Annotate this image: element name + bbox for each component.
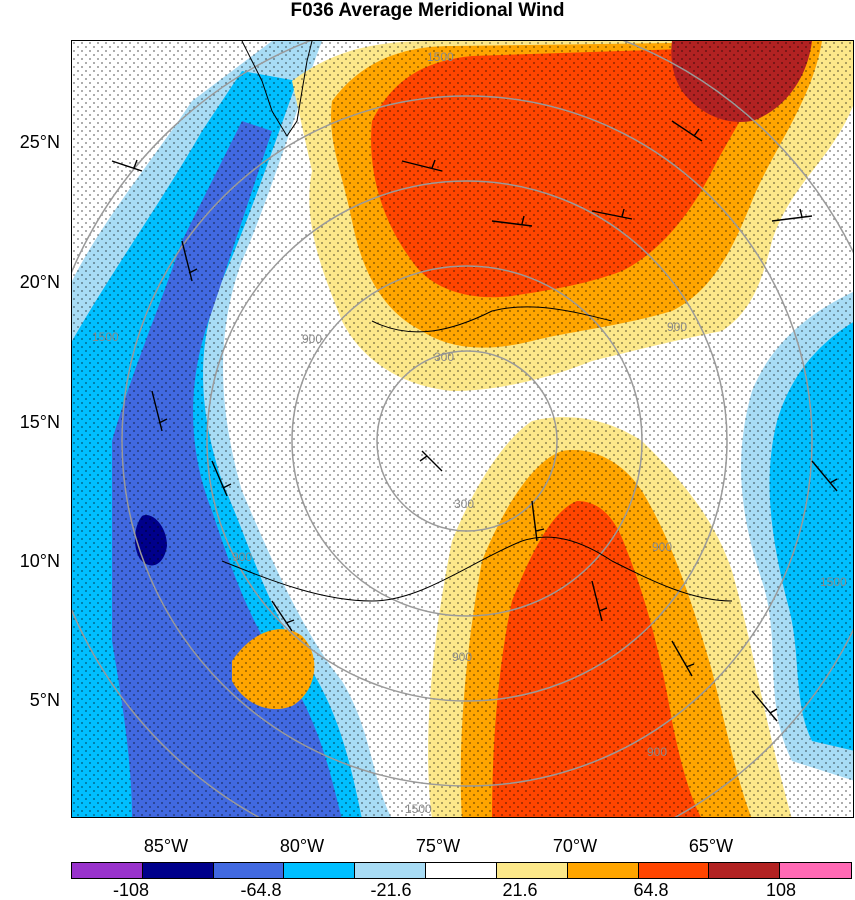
wind-barbs: [111, 120, 838, 722]
cuba-coast: [371, 306, 613, 333]
lat-label-5n: 5°N: [29, 690, 60, 710]
colorbar-swatch: [496, 863, 568, 878]
range-ring-900: [206, 180, 728, 702]
lat-label-25n: 25°N: [19, 132, 60, 152]
lon-label-85w: 85°W: [143, 836, 189, 856]
contour-label: 900: [232, 550, 252, 564]
colorbar-label: -108: [112, 880, 150, 900]
wind-barb: [181, 240, 198, 282]
wind-barb: [771, 208, 813, 222]
wind-barb: [591, 580, 608, 622]
range-rings: [72, 41, 853, 817]
contour-label: 900: [667, 320, 687, 334]
lon-label-75w: 75°W: [415, 836, 461, 856]
colorbar-swatch: [284, 863, 356, 878]
coastlines: [221, 41, 733, 602]
colorbar: [71, 862, 852, 879]
contour-label: 900: [647, 745, 667, 759]
wind-barb: [271, 600, 295, 632]
wind-barb: [151, 390, 168, 432]
lat-label-10n: 10°N: [19, 551, 60, 571]
colorbar-label: -64.8: [240, 880, 282, 900]
lat-label-20n: 20°N: [19, 272, 60, 292]
colorbar-label: 108: [765, 880, 797, 900]
colorbar-swatch: [780, 863, 851, 878]
contour-label: 1500: [405, 802, 432, 816]
lon-label-70w: 70°W: [552, 836, 598, 856]
contour-label: 300: [454, 497, 474, 511]
colorbar-label: 64.8: [633, 880, 669, 900]
florida-coast: [241, 41, 313, 137]
contour-label: 900: [302, 332, 322, 346]
wind-barb: [419, 450, 443, 472]
wind-barb: [531, 500, 545, 542]
wind-barb: [751, 690, 778, 722]
contour-label-group: 1500 900 300 300 900 900 1500 900 900 15…: [92, 50, 847, 816]
colorbar-swatch: [567, 863, 639, 878]
wind-barb: [111, 159, 143, 172]
contour-label: 900: [652, 540, 672, 554]
wind-field-map: 1500 900 300 300 900 900 1500 900 900 15…: [72, 41, 853, 817]
colorbar-swatch: [638, 863, 710, 878]
contour-label: 900: [452, 650, 472, 664]
central-america-coast: [221, 536, 733, 602]
contour-label: 1500: [427, 50, 454, 64]
colorbar-swatch: [355, 863, 427, 878]
colorbar-swatch: [142, 863, 214, 878]
wind-barb: [211, 460, 232, 497]
colorbar-swatch: [709, 863, 781, 878]
contour-label: 1500: [92, 330, 119, 344]
colorbar-swatch: [213, 863, 285, 878]
map-panel[interactable]: 1500 900 300 300 900 900 1500 900 900 15…: [71, 40, 854, 818]
wind-barb: [591, 208, 633, 220]
colorbar-swatch: [72, 863, 143, 878]
range-ring-1200: [121, 95, 813, 787]
colorbar-swatch: [426, 863, 497, 878]
wind-barb: [491, 215, 533, 227]
stippling-overlay: [72, 41, 853, 817]
map-title: F036 Average Meridional Wind: [290, 0, 565, 21]
range-ring-600: [291, 265, 643, 617]
wind-barb: [811, 460, 838, 492]
wind-barb: [401, 159, 443, 172]
colorbar-label: 21.6: [502, 880, 538, 900]
contour-label: 300: [434, 350, 454, 364]
lon-label-80w: 80°W: [279, 836, 325, 856]
range-ring-300: [376, 350, 558, 532]
lon-label-65w: 65°W: [688, 836, 734, 856]
contour-label: 1500: [820, 575, 847, 589]
wind-barb: [671, 120, 703, 142]
wind-barb: [671, 640, 695, 677]
lat-label-15n: 15°N: [19, 412, 60, 432]
colorbar-label: -21.6: [370, 880, 412, 900]
